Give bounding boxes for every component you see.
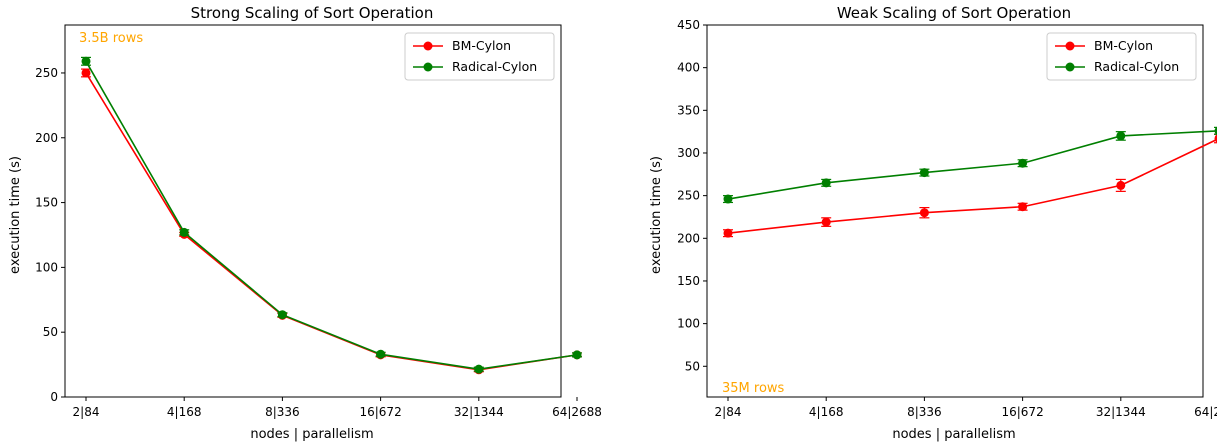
dataset-size-annotation: 35M rows	[722, 381, 785, 396]
y-tick-label: 400	[677, 61, 700, 75]
legend-label-radical-cylon: Radical-Cylon	[1094, 59, 1179, 74]
data-point-radical-cylon	[821, 178, 831, 188]
data-point-radical-cylon	[723, 194, 733, 204]
data-point-radical-cylon	[919, 168, 929, 178]
y-tick-label: 450	[677, 18, 700, 32]
data-point-bm-cylon	[821, 217, 831, 227]
data-point-radical-cylon	[1018, 158, 1028, 168]
data-point-radical-cylon	[376, 349, 386, 359]
data-point-bm-cylon	[1116, 180, 1126, 190]
x-tick-label: 8|336	[265, 405, 300, 419]
axes-frame	[706, 24, 1204, 398]
data-point-bm-cylon	[81, 68, 91, 78]
legend: BM-Cylon Radical-Cylon	[1046, 32, 1197, 81]
y-tick-label: 350	[677, 103, 700, 117]
x-tick-label: 4|168	[167, 405, 202, 419]
series-line-radical-cylon	[85, 60, 578, 370]
legend-marker-bm-cylon	[1065, 41, 1075, 51]
axes-frame	[64, 24, 562, 398]
x-tick-label: 4|168	[809, 405, 844, 419]
y-tick-label: 0	[50, 390, 58, 404]
legend-marker-radical-cylon	[423, 62, 433, 72]
x-axis-label: nodes | parallelism	[250, 427, 373, 442]
legend-marker-radical-cylon	[1065, 62, 1075, 72]
data-point-radical-cylon	[81, 56, 91, 66]
legend-marker-bm-cylon	[423, 41, 433, 51]
legend-label-radical-cylon: Radical-Cylon	[452, 59, 537, 74]
y-tick-label: 150	[35, 196, 58, 210]
y-axis-label: execution time (s)	[8, 156, 23, 274]
x-tick-label: 32|1344	[1096, 405, 1146, 419]
data-point-bm-cylon	[1018, 202, 1028, 212]
x-tick-label: 64|2688	[552, 405, 602, 419]
y-tick-label: 250	[35, 66, 58, 80]
data-point-radical-cylon	[1116, 131, 1126, 141]
y-tick-label: 100	[677, 317, 700, 331]
y-tick-label: 300	[677, 146, 700, 160]
series-line-radical-cylon	[727, 130, 1217, 200]
x-tick-label: 64|2688	[1194, 405, 1217, 419]
x-axis-label: nodes | parallelism	[892, 427, 1015, 442]
x-tick-label: 16|672	[359, 405, 401, 419]
dataset-size-annotation: 3.5B rows	[79, 31, 143, 46]
data-point-bm-cylon	[1214, 134, 1217, 143]
legend-frame	[1046, 32, 1197, 81]
legend: BM-Cylon Radical-Cylon	[404, 32, 555, 81]
y-tick-label: 150	[677, 274, 700, 288]
data-point-radical-cylon	[1214, 126, 1217, 135]
legend-frame	[404, 32, 555, 81]
data-point-bm-cylon	[723, 228, 733, 238]
y-tick-label: 250	[677, 189, 700, 203]
data-point-bm-cylon	[919, 208, 929, 218]
y-axis-label: execution time (s)	[649, 156, 664, 274]
data-point-radical-cylon	[474, 364, 484, 374]
data-point-radical-cylon	[572, 350, 582, 360]
legend-label-bm-cylon: BM-Cylon	[1094, 38, 1153, 53]
y-tick-label: 200	[35, 131, 58, 145]
plot-area: 50 100 150 200 250 300 350 400 450 2|84 4|168 8|336…	[677, 18, 1217, 419]
y-tick-label: 200	[677, 231, 700, 245]
plot-area: 0 50 100 150 200 250 2|84 4|168 8|336 16|672 32|13…	[35, 24, 602, 419]
y-tick-label: 100	[35, 260, 58, 274]
weak-scaling-chart: Weak Scaling of Sort Operation nodes | p…	[649, 4, 1217, 442]
chart-title: Weak Scaling of Sort Operation	[837, 4, 1071, 22]
x-tick-label: 32|1344	[454, 405, 504, 419]
strong-scaling-chart: Strong Scaling of Sort Operation nodes |…	[8, 4, 602, 442]
chart-title: Strong Scaling of Sort Operation	[191, 4, 434, 22]
x-tick-label: 16|672	[1001, 405, 1043, 419]
y-tick-label: 50	[685, 359, 700, 373]
y-tick-label: 50	[43, 325, 58, 339]
x-tick-label: 2|84	[715, 405, 742, 419]
data-point-radical-cylon	[179, 227, 189, 237]
series-line-bm-cylon	[727, 138, 1217, 234]
legend-label-bm-cylon: BM-Cylon	[452, 38, 511, 53]
data-point-radical-cylon	[277, 310, 287, 320]
x-tick-label: 2|84	[73, 405, 100, 419]
x-tick-label: 8|336	[907, 405, 942, 419]
